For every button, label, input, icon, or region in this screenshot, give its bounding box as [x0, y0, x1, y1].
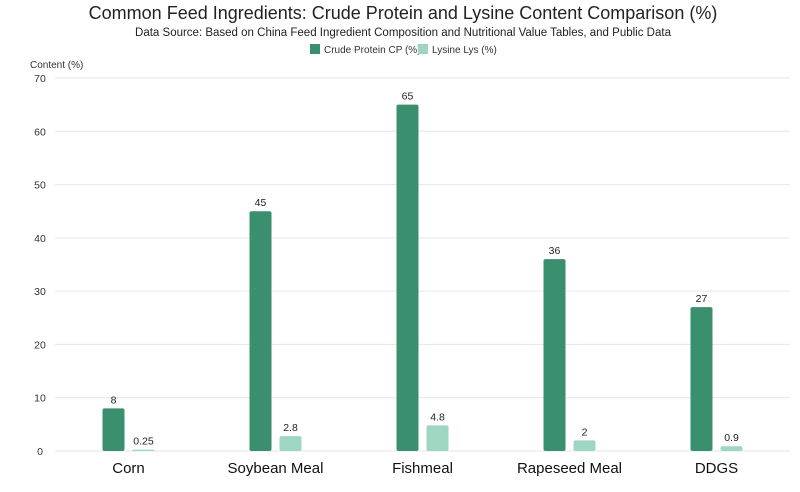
bar-lysine: [279, 436, 302, 451]
data-label: 2: [582, 426, 588, 438]
x-tick-label: DDGS: [695, 460, 738, 477]
data-label: 65: [402, 91, 414, 103]
legend-swatch: [310, 44, 320, 54]
data-labels: 8 0.25 45 2.8 65 4.8 36 2 27 0.9: [111, 91, 739, 448]
y-tick-label: 40: [34, 233, 46, 245]
y-tick-label: 50: [34, 180, 46, 192]
y-tick-label: 30: [34, 286, 46, 298]
y-axis-title: Content (%): [30, 60, 83, 71]
chart-title: Common Feed Ingredients: Crude Protein a…: [89, 3, 718, 23]
data-label: 2.8: [283, 422, 298, 434]
bar-crude-protein: [543, 259, 566, 451]
bar-crude-protein: [396, 104, 419, 452]
data-label: 45: [255, 197, 267, 209]
x-tick-label: Rapeseed Meal: [517, 460, 622, 477]
y-axis-ticks: 0 10 20 30 40 50 60 70: [34, 73, 46, 458]
chart-subtitle: Data Source: Based on China Feed Ingredi…: [135, 27, 672, 39]
data-label: 4.8: [430, 411, 445, 423]
bar-crude-protein: [102, 408, 125, 451]
x-tick-label: Fishmeal: [392, 460, 453, 477]
x-tick-label: Corn: [112, 460, 145, 477]
x-tick-label: Soybean Meal: [228, 460, 324, 477]
bar-lysine: [720, 446, 743, 451]
data-label: 0.25: [133, 436, 154, 448]
gridlines: [55, 77, 790, 452]
bars: [102, 104, 743, 452]
legend-swatch: [418, 44, 428, 54]
y-tick-label: 0: [37, 446, 43, 458]
legend: Crude Protein CP (%) Lysine Lys (%): [310, 44, 497, 56]
data-label: 0.9: [724, 432, 739, 444]
data-label: 27: [696, 293, 708, 305]
legend-label: Crude Protein CP (%): [324, 45, 421, 56]
bar-crude-protein: [249, 211, 272, 451]
bar-lysine: [132, 449, 155, 451]
y-tick-label: 60: [34, 126, 46, 138]
legend-label: Lysine Lys (%): [432, 45, 497, 56]
y-tick-label: 20: [34, 339, 46, 351]
y-tick-label: 70: [34, 73, 46, 85]
bar-lysine: [426, 425, 449, 451]
data-label: 36: [549, 245, 561, 257]
bar-crude-protein: [690, 307, 713, 451]
bar-lysine: [573, 440, 596, 451]
data-label: 8: [111, 394, 117, 406]
y-tick-label: 10: [34, 393, 46, 405]
x-axis-ticks: Corn Soybean Meal Fishmeal Rapeseed Meal DDG…: [112, 460, 738, 477]
